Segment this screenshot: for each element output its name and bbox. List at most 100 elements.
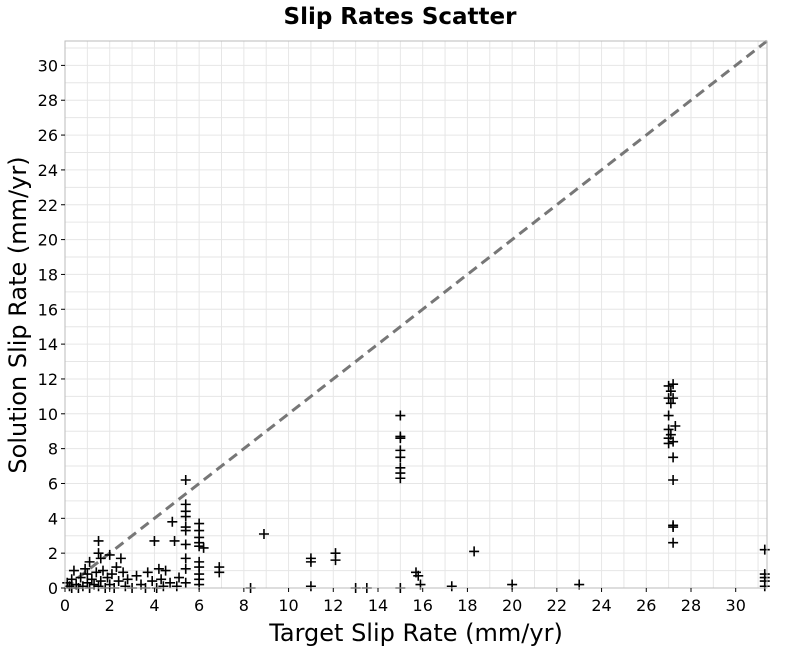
data-point bbox=[158, 581, 169, 592]
data-point bbox=[663, 424, 674, 435]
y-tick-label: 28 bbox=[38, 91, 58, 110]
y-axis-title: Solution Slip Rate (mm/yr) bbox=[4, 156, 32, 473]
x-tick-label: 10 bbox=[278, 596, 298, 615]
data-point bbox=[98, 565, 109, 576]
data-point bbox=[413, 570, 424, 581]
data-point bbox=[180, 539, 191, 550]
data-point bbox=[80, 563, 91, 574]
data-point bbox=[122, 574, 133, 585]
data-point bbox=[668, 474, 679, 485]
data-point bbox=[104, 549, 115, 560]
data-point bbox=[395, 433, 406, 444]
data-point bbox=[395, 452, 406, 463]
x-tick-label: 30 bbox=[726, 596, 746, 615]
data-point bbox=[68, 565, 79, 576]
data-point bbox=[180, 577, 191, 588]
data-point bbox=[106, 569, 117, 580]
data-point bbox=[82, 569, 93, 580]
y-tick-label: 4 bbox=[48, 509, 58, 528]
data-point bbox=[142, 567, 153, 578]
y-tick-label: 22 bbox=[38, 196, 58, 215]
y-tick-label: 26 bbox=[38, 126, 58, 145]
data-point bbox=[169, 535, 180, 546]
y-tick-label: 20 bbox=[38, 231, 58, 250]
data-point bbox=[174, 572, 185, 583]
data-point bbox=[663, 410, 674, 421]
data-point bbox=[160, 565, 171, 576]
data-point bbox=[93, 548, 104, 559]
y-tick-label: 10 bbox=[38, 405, 58, 424]
y-tick-label: 12 bbox=[38, 370, 58, 389]
data-point bbox=[668, 436, 679, 447]
data-point bbox=[115, 553, 126, 564]
data-point bbox=[305, 581, 316, 592]
y-tick-label: 2 bbox=[48, 544, 58, 563]
y-tick-label: 6 bbox=[48, 474, 58, 493]
x-tick-label: 24 bbox=[591, 596, 611, 615]
data-point bbox=[149, 535, 160, 546]
data-point bbox=[147, 576, 158, 587]
data-point bbox=[165, 577, 176, 588]
data-point bbox=[194, 541, 205, 552]
y-tick-label: 18 bbox=[38, 265, 58, 284]
data-point bbox=[91, 567, 102, 578]
data-point bbox=[113, 576, 124, 587]
data-point bbox=[395, 473, 406, 484]
y-tick-label: 0 bbox=[48, 579, 58, 598]
x-tick-label: 20 bbox=[502, 596, 522, 615]
data-point bbox=[668, 522, 679, 533]
x-axis-title: Target Slip Rate (mm/yr) bbox=[268, 619, 563, 647]
data-point bbox=[153, 563, 164, 574]
x-tick-label: 12 bbox=[323, 596, 343, 615]
x-tick-label: 0 bbox=[60, 596, 70, 615]
data-point bbox=[668, 537, 679, 548]
x-tick-label: 22 bbox=[547, 596, 567, 615]
x-tick-label: 2 bbox=[105, 596, 115, 615]
reference-line bbox=[64, 39, 768, 590]
data-point bbox=[180, 563, 191, 574]
grid-lines bbox=[65, 41, 767, 588]
data-point bbox=[330, 555, 341, 566]
data-point bbox=[665, 386, 676, 397]
chart-title: Slip Rates Scatter bbox=[284, 4, 518, 30]
data-point bbox=[258, 528, 269, 539]
data-point bbox=[670, 420, 681, 431]
data-point bbox=[95, 553, 106, 564]
data-point bbox=[180, 511, 191, 522]
data-point bbox=[180, 553, 191, 564]
data-point bbox=[663, 438, 674, 449]
data-point bbox=[93, 535, 104, 546]
data-point bbox=[665, 398, 676, 409]
data-point bbox=[180, 525, 191, 536]
x-tick-label: 28 bbox=[681, 596, 701, 615]
data-point bbox=[66, 574, 77, 585]
data-point bbox=[84, 556, 95, 567]
data-point bbox=[93, 581, 104, 592]
x-tick-label: 18 bbox=[457, 596, 477, 615]
data-point bbox=[668, 393, 679, 404]
x-tick-label: 4 bbox=[149, 596, 159, 615]
x-tick-label: 8 bbox=[239, 596, 249, 615]
data-point bbox=[64, 581, 75, 592]
x-tick-label: 14 bbox=[368, 596, 388, 615]
data-point bbox=[180, 474, 191, 485]
data-point bbox=[759, 581, 770, 592]
data-point bbox=[198, 542, 209, 553]
data-point bbox=[668, 379, 679, 390]
data-point bbox=[120, 581, 131, 592]
data-point bbox=[167, 516, 178, 527]
x-tick-label: 6 bbox=[194, 596, 204, 615]
plot-frame bbox=[64, 40, 768, 589]
data-point bbox=[446, 581, 457, 592]
y-tick-label: 14 bbox=[38, 335, 58, 354]
data-point bbox=[214, 567, 225, 578]
data-point bbox=[131, 570, 142, 581]
data-point bbox=[663, 380, 674, 391]
data-point bbox=[75, 572, 86, 583]
data-point bbox=[668, 452, 679, 463]
x-tick-label: 26 bbox=[636, 596, 656, 615]
data-point bbox=[95, 576, 106, 587]
axes: 0 2 4 6 8 10 12 14 16 18 20 22 24 26 28 300246810121416… bbox=[38, 56, 746, 615]
